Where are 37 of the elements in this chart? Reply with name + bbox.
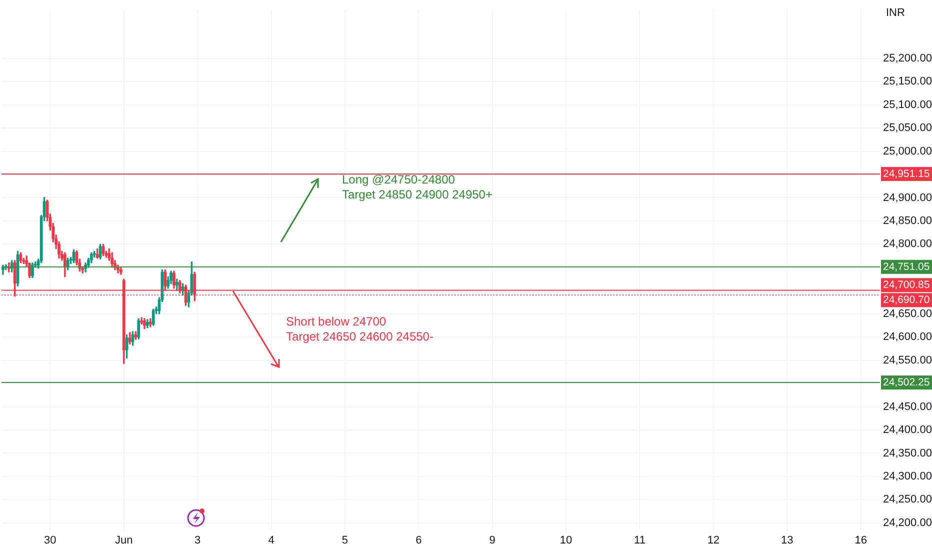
y-tick-label: 25,000.00 xyxy=(883,145,932,158)
y-tick-label: 24,300.00 xyxy=(883,470,932,482)
x-tick-label: 3 xyxy=(194,534,201,546)
x-tick-label: 16 xyxy=(854,534,867,546)
y-tick-label: 24,600.00 xyxy=(883,331,932,344)
y-tick-label: 24,800.00 xyxy=(883,238,932,250)
x-tick-label: 10 xyxy=(560,534,572,546)
x-tick-label: 4 xyxy=(268,534,274,546)
x-tick-label: 11 xyxy=(634,534,646,546)
x-tick-label: 12 xyxy=(707,534,720,546)
y-tick-label: 25,200.00 xyxy=(883,52,932,64)
y-tick-label: 24,250.00 xyxy=(883,494,932,506)
x-tick-label: Jun xyxy=(114,534,133,546)
ref-line-label: 24,690.70 xyxy=(883,294,930,306)
y-tick-label: 24,900.00 xyxy=(883,192,932,204)
y-axis-title: INR xyxy=(886,7,905,20)
ref-line-label: 24,700.85 xyxy=(883,278,930,291)
annotation: Short below 24700 Target 24650 24600 24550- xyxy=(286,314,434,344)
y-tick-label: 25,050.00 xyxy=(883,122,932,134)
y-tick-label: 24,400.00 xyxy=(883,424,932,436)
y-tick-label: 24,650.00 xyxy=(883,308,932,320)
y-tick-label: 24,450.00 xyxy=(883,400,932,413)
annotation: Long @24750-24800 Target 24850 24900 24950+ xyxy=(342,172,492,202)
x-tick-label: 30 xyxy=(44,534,56,546)
y-tick-label: 24,350.00 xyxy=(883,447,932,460)
x-tick-label: 6 xyxy=(416,534,422,546)
x-tick-label: 9 xyxy=(489,534,496,546)
y-tick-label: 25,150.00 xyxy=(883,76,932,88)
ref-line-label: 24,751.05 xyxy=(883,260,930,273)
x-tick-label: 5 xyxy=(342,534,348,546)
x-tick-label: 13 xyxy=(781,534,794,546)
ref-line-label: 24,502.25 xyxy=(883,376,930,388)
y-tick-label: 24,200.00 xyxy=(883,516,932,529)
y-tick-label: 24,850.00 xyxy=(883,214,932,227)
ref-line-label: 24,951.15 xyxy=(883,168,930,180)
y-tick-label: 25,100.00 xyxy=(883,98,932,111)
y-tick-label: 24,550.00 xyxy=(883,354,932,366)
